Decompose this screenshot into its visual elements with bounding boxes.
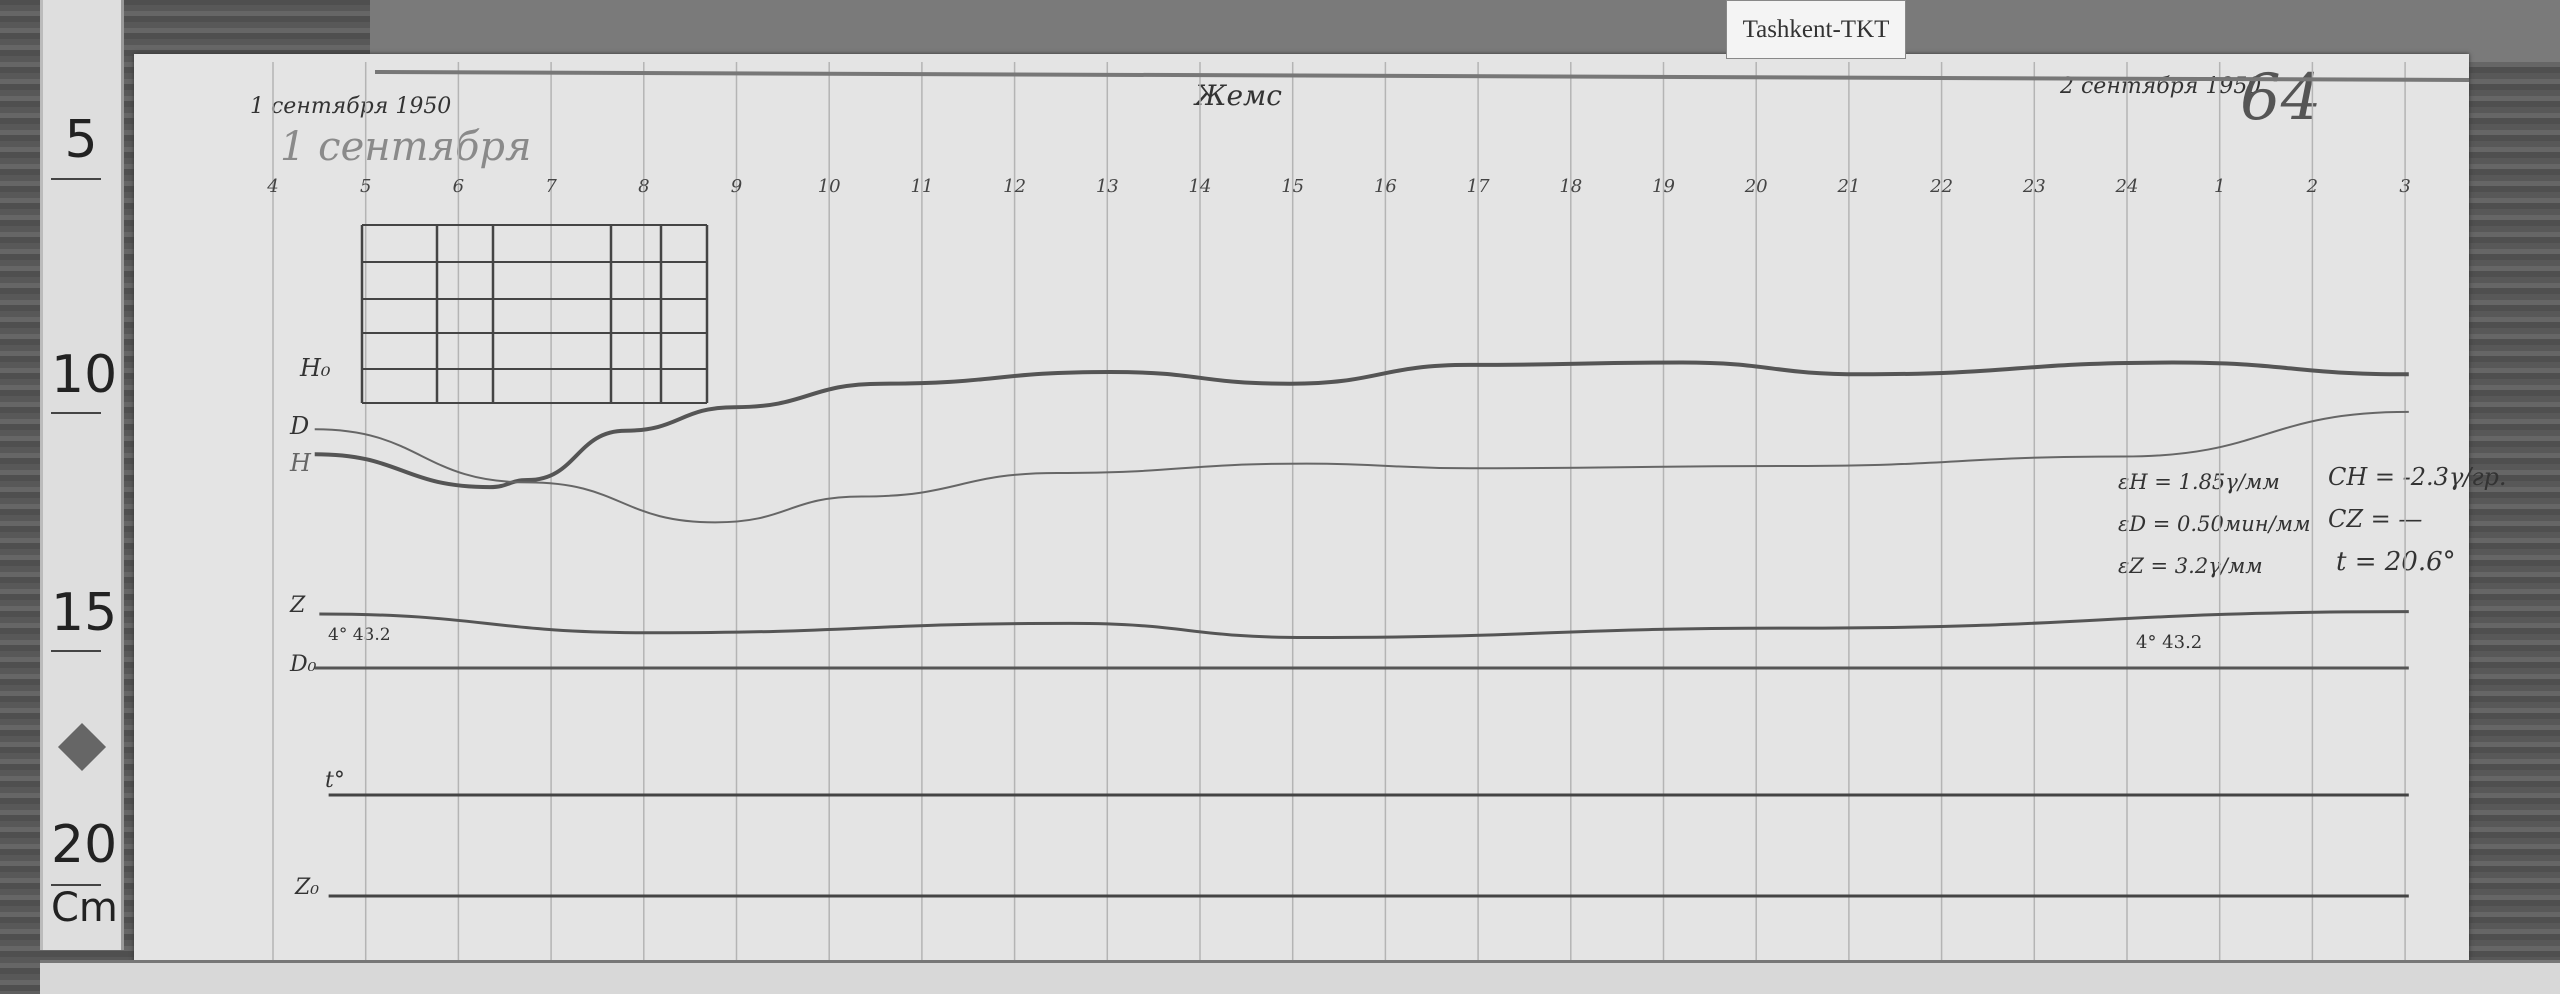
hour-tick-label: 7 (545, 176, 557, 197)
trace-d (314, 410, 2409, 524)
trace-label-d0: D₀ (290, 652, 317, 677)
baseline-value-right: 4° 43.2 (2136, 632, 2203, 653)
scale-t: t = 20.6° (2336, 547, 2456, 577)
hour-tick-label: 2 (2306, 176, 2318, 197)
observer-signature: Жемс (1195, 79, 1282, 112)
hour-tick-label: 8 (638, 176, 649, 197)
hour-tick-label: 17 (1467, 176, 1490, 197)
hour-tick-label: 16 (1374, 176, 1397, 197)
hour-tick-label: 22 (1929, 176, 1953, 197)
hour-tick-label: 20 (1744, 176, 1768, 197)
trace-label-z: Z (290, 593, 306, 618)
hour-tick-label: 18 (1559, 176, 1582, 197)
trace-label-t: t° (325, 768, 345, 793)
cm-ruler: 5 10 15 20 Cm (40, 0, 124, 950)
trace-h (314, 360, 2409, 490)
hour-tick-label: 9 (731, 176, 742, 197)
hour-tick-label: 10 (818, 176, 841, 197)
hour-tick-label: 1 (2214, 176, 2225, 197)
hour-tick-label: 12 (1003, 176, 1026, 197)
ruler-unit: Cm (51, 885, 118, 931)
hour-tick-label: 23 (2022, 176, 2046, 197)
trace-label-h0: H₀ (300, 354, 331, 382)
ruler-tick (51, 178, 101, 180)
scale-ch: CH = -2.3γ/гр. (2328, 463, 2507, 491)
ruler-tick (51, 650, 101, 652)
bottom-strip (40, 960, 2560, 994)
date-left: 1 сентября 1950 (250, 94, 452, 119)
ruler-label: 10 (51, 345, 118, 405)
ruler-label: 15 (51, 583, 118, 643)
ruler-tick (51, 884, 101, 886)
hour-tick-label: 5 (360, 176, 371, 197)
calibration-table (360, 224, 709, 404)
hour-tick-label: 6 (453, 176, 464, 197)
trace-label-h: H (290, 449, 311, 477)
date-left-pencil: 1 сентября (280, 124, 532, 170)
trace-z (319, 610, 2409, 640)
scale-ez: εZ = 3.2γ/мм (2118, 554, 2263, 578)
baseline-value-left: 4° 43.2 (328, 625, 391, 645)
trace-label-z0: Z₀ (295, 875, 320, 900)
hour-tick-label: 3 (2399, 176, 2410, 197)
hour-tick-label: 24 (2115, 176, 2139, 197)
hour-tick-label: 14 (1189, 176, 1212, 197)
hour-tick-label: 15 (1281, 176, 1304, 197)
trace-label-d: D (290, 412, 310, 440)
ruler-label: 20 (51, 815, 118, 875)
scale-ed: εD = 0.50мин/мм (2118, 512, 2311, 536)
hour-tick-label: 11 (910, 176, 933, 197)
top-edge-trace (374, 70, 2470, 82)
scale-eh: εH = 1.85γ/мм (2118, 470, 2280, 494)
hour-tick-label: 21 (1836, 176, 1860, 197)
station-tag: Tashkent-TKT (1726, 0, 1906, 59)
magnetogram-sheet (134, 54, 2469, 963)
hour-tick-label: 13 (1096, 176, 1119, 197)
ruler-tick (51, 412, 101, 414)
hour-tick-label: 19 (1652, 176, 1675, 197)
top-glass-strip (370, 0, 2560, 62)
hour-tick-label: 4 (266, 176, 278, 197)
scale-cz: CZ = — (2328, 505, 2423, 533)
sheet-number: 64 (2240, 61, 2322, 135)
ruler-label: 5 (64, 110, 98, 170)
